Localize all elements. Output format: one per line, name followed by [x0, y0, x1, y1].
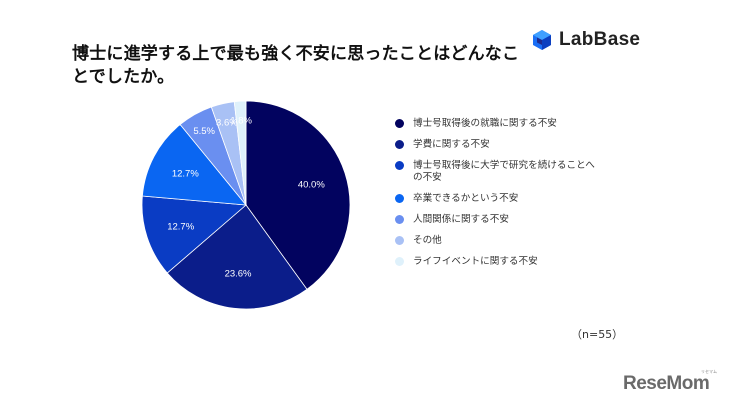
resemom-ruby: リセマム	[701, 369, 717, 374]
legend-label: 博士号取得後の就職に関する不安	[413, 118, 557, 129]
legend-label: その他	[413, 235, 442, 246]
legend-dot-icon	[395, 161, 404, 170]
legend-label: 人間関係に関する不安	[413, 214, 509, 225]
resemom-watermark: ReseMom	[623, 373, 710, 394]
legend-dot-icon	[395, 119, 404, 128]
pie-slice	[141, 123, 247, 206]
legend-dot-icon	[395, 140, 404, 149]
chart-title: 博士に進学する上で最も強く不安に思ったことはどんなことでしたか。	[72, 44, 520, 87]
legend-dot-icon	[395, 236, 404, 245]
legend-label: 学費に関する不安	[413, 139, 490, 150]
legend-label: 卒業できるかという不安	[413, 193, 519, 204]
legend-dot-icon	[395, 215, 404, 224]
legend-item: ライフイベントに関する不安	[395, 256, 595, 268]
slice-value-label: 12.7%	[167, 222, 194, 233]
slice-value-label: 12.7%	[172, 168, 199, 179]
legend-label: 博士号取得後に大学で研究を続けることへの不安	[413, 160, 595, 183]
slice-value-label: 23.6%	[225, 269, 252, 280]
slice-value-label: 5.5%	[193, 126, 215, 137]
slice-value-label: 40.0%	[298, 179, 325, 190]
legend-item: 学費に関する不安	[395, 139, 595, 151]
legend-item: 博士号取得後の就職に関する不安	[395, 118, 595, 130]
legend-dot-icon	[395, 194, 404, 203]
legend-dot-icon	[395, 257, 404, 266]
labbase-logo: LabBase	[532, 29, 640, 51]
legend-label: ライフイベントに関する不安	[413, 256, 538, 267]
legend-item: 博士号取得後に大学で研究を続けることへの不安	[395, 160, 595, 184]
slice-value-label: 1.8%	[230, 115, 252, 126]
slice-value-label: 3.6%	[216, 117, 238, 128]
pie-slice	[141, 195, 247, 274]
pie-slice	[166, 204, 308, 310]
pie-slice	[245, 100, 351, 290]
pie-slice	[233, 100, 247, 206]
cube-logo-icon	[533, 30, 551, 50]
legend-item: 卒業できるかという不安	[395, 193, 595, 205]
legend-item: 人間関係に関する不安	[395, 214, 595, 226]
legend: 博士号取得後の就職に関する不安 学費に関する不安博士号取得後に大学で研究を続けるこ…	[395, 118, 595, 277]
logo-text: LabBase	[559, 29, 641, 50]
legend-item: その他	[395, 235, 595, 247]
sample-size-note: （n=55）	[571, 328, 624, 341]
